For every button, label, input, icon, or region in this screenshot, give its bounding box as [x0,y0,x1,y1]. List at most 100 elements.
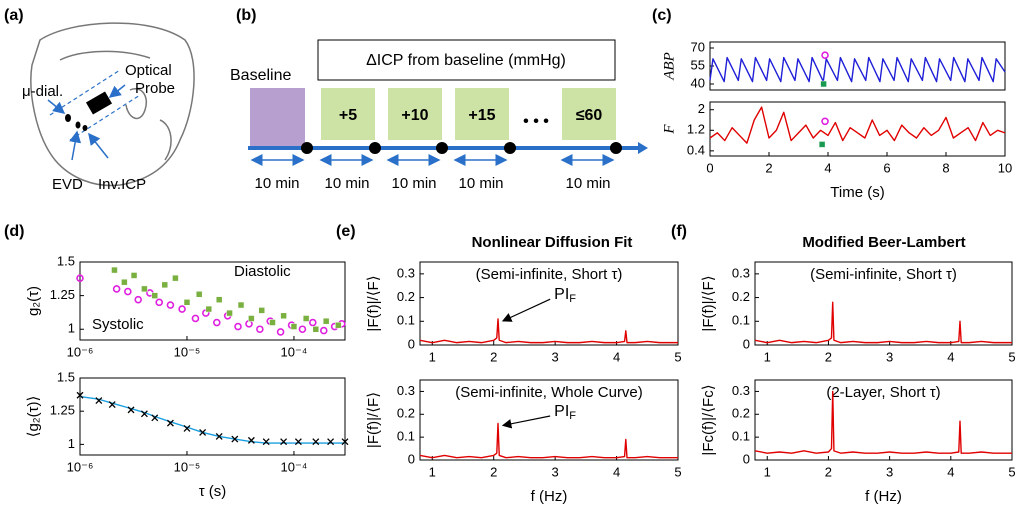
point [248,315,255,322]
column-title: Modified Beer-Lambert [802,234,965,251]
point [183,299,191,306]
plot-frame [79,377,346,456]
y-tick-label: 0 [743,451,750,466]
point [121,278,128,286]
point [290,323,298,330]
skull-feature [125,88,147,120]
y-tick-label: 0.3 [397,265,415,280]
icp-icon [82,125,88,131]
duration-label: 10 min [565,175,610,192]
y-tick-label: 0 [408,451,415,466]
annotation-arrow [501,415,551,429]
x-tick-label: 10⁻⁴ [280,459,307,474]
point [820,80,827,88]
x-tick-label: 4 [824,160,831,175]
annotation: PIF [554,403,576,422]
label-evd: EVD [52,176,83,193]
point [195,291,203,298]
point [258,307,266,314]
y-tick-label: 0.2 [732,289,750,304]
panel-label: (b) [236,7,256,24]
point [205,305,213,313]
x-tick-label: 10⁻⁶ [67,344,94,359]
series-line [709,56,1006,83]
time-dot [504,142,516,154]
point [280,312,287,320]
point [818,141,826,148]
x-tick-label: 10 [998,160,1012,175]
point [327,438,335,446]
y-tick-label: 0 [408,336,415,351]
point [172,274,179,282]
y-tick-label: 0.1 [397,313,415,328]
point [294,438,302,446]
series-line [709,106,1006,144]
annotation-sub: F [569,410,576,422]
point [161,281,169,289]
y-tick-label: 0.1 [732,429,750,444]
x-tick-label: 1 [429,464,436,479]
x-tick-label: 2 [825,464,832,479]
x-tick-label: 4 [947,349,954,364]
probe-icon [85,91,113,115]
point [302,315,310,322]
header-box [317,39,616,81]
y-tick-label: 0.2 [397,406,415,421]
point [322,317,330,325]
point [335,321,342,329]
y-tick-label: 0.4 [687,142,705,157]
y-tick-label: 0.3 [397,383,415,398]
x-tick-label: 2 [490,464,497,479]
panel-label: (f) [671,223,687,240]
y-axis-label: ⟨g₂(τ)⟩ [25,396,42,438]
panel-label: (a) [4,7,24,24]
point [155,298,164,307]
subtitle: (2-Layer, Short τ) [826,384,940,401]
duration-label: 10 min [254,175,299,192]
subtitle: (Semi-infinite, Short τ) [810,266,957,283]
x-tick-label: 10⁻⁶ [67,459,94,474]
point [312,325,320,333]
duration-label: 10 min [458,175,503,192]
y-tick-label: 1.2 [687,122,705,137]
y-tick-label: 0.1 [397,429,415,444]
x-axis-label: τ (s) [199,483,227,500]
step-label: +15 [468,107,495,124]
dial-icon [65,114,71,122]
series-line [419,318,678,344]
point [199,428,207,436]
series-line [754,301,1012,344]
y-tick-label: 55 [691,57,705,72]
y-tick-label: 0.2 [397,289,415,304]
point [312,438,320,446]
baseline-block [250,88,305,148]
subtitle: (Semi-infinite, Short τ) [476,266,623,283]
x-tick-label: 1 [764,464,771,479]
x-tick-label: 10⁻⁵ [174,344,201,359]
point [124,287,132,296]
series-label: Diastolic [234,263,291,280]
duration-label: 10 min [391,175,436,192]
point [76,274,84,282]
annotation-text: PI [554,286,569,303]
ellipsis: • • • [523,113,549,130]
y-tick-label: 0.1 [732,313,750,328]
point [245,320,253,328]
series-line [754,390,1012,454]
annotation: PIF [554,286,576,305]
timeline-head [638,142,648,154]
y-tick-label: 70 [691,39,705,54]
point [237,301,245,309]
step-label: ≤60 [576,107,603,124]
annotation-text: PI [554,403,569,420]
y-tick-label: 1.5 [57,253,75,268]
pointer [69,130,82,161]
point [130,272,138,279]
series-line [79,395,345,444]
pointer [88,132,109,159]
x-tick-label: 0 [706,160,713,175]
x-tick-label: 4 [613,349,620,364]
